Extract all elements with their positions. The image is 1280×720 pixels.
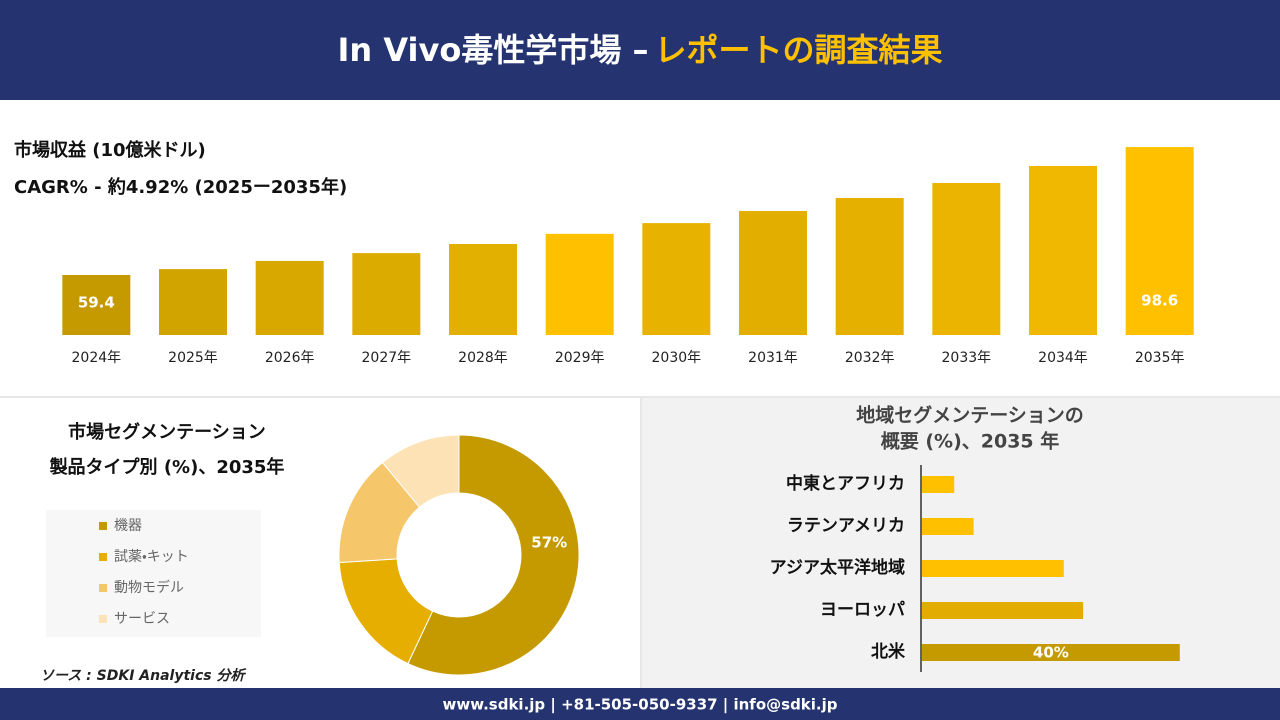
x-tick-label: 2032年 (845, 350, 895, 366)
legend-box (46, 510, 261, 637)
legend-label: 機器 (114, 518, 142, 534)
bar (932, 182, 1001, 335)
source-note: ソース : SDKI Analytics 分析 (40, 667, 247, 684)
x-tick-label: 2029年 (555, 350, 605, 366)
bar (1125, 147, 1194, 335)
legend-label: サービス (114, 611, 170, 627)
footer-contact: www.sdki.jp | +81-505-050-9337 | info@sd… (442, 696, 837, 715)
value-label: 57% (531, 534, 567, 552)
bar (922, 518, 974, 535)
header-title-main: In Vivo毒性学市場 – (337, 31, 648, 69)
donut-slice (381, 434, 460, 508)
legend-label: 試薬・キット (114, 549, 189, 565)
chart-title: 市場セグメンテーション (68, 421, 266, 443)
header-title-highlight: レポートの調査結果 (654, 31, 942, 69)
category-label: ヨーロッパ (820, 600, 905, 620)
bar (922, 476, 955, 493)
x-tick-label: 2035年 (1135, 350, 1185, 366)
category-label: アジア太平洋地域 (770, 557, 905, 578)
x-tick-label: 2034年 (1038, 350, 1088, 366)
footer-bar (0, 688, 1280, 720)
bar (352, 253, 421, 335)
bar (835, 197, 904, 335)
legend-swatch (99, 553, 107, 561)
x-tick-label: 2027年 (362, 350, 412, 366)
bar (159, 269, 227, 335)
chart-title: 概要 (%)、2035 年 (881, 430, 1060, 453)
chart-title: 地域セグメンテーションの (856, 404, 1084, 427)
category-label: 中東とアフリカ (786, 473, 905, 494)
chart-subtitle: CAGR% - 約4.92% (2025ー2035年) (14, 176, 347, 198)
bar (739, 211, 807, 335)
bar (922, 560, 1064, 577)
bar (922, 602, 1084, 619)
bar (545, 233, 614, 335)
value-label: 59.4 (78, 293, 115, 311)
bar (1029, 165, 1097, 335)
bar (62, 274, 131, 335)
x-tick-label: 2031年 (748, 350, 798, 366)
header-bar (0, 0, 1280, 100)
legend-swatch (99, 615, 107, 623)
x-tick-label: 2024年 (72, 350, 122, 366)
value-label: 98.6 (1141, 292, 1178, 310)
bar (642, 223, 711, 335)
legend-swatch (99, 522, 107, 530)
x-tick-label: 2030年 (652, 350, 702, 366)
category-label: 北米 (871, 641, 906, 662)
category-label: ラテンアメリカ (787, 516, 905, 536)
legend-label: 動物モデル (114, 579, 184, 596)
chart-title: 市場収益 (10億米ドル) (14, 139, 206, 161)
value-label: 40% (1033, 644, 1069, 662)
legend-swatch (99, 584, 107, 592)
chart-title: 製品タイプ別 (%)、2035年 (49, 456, 285, 478)
x-tick-label: 2028年 (458, 350, 508, 366)
donut-slice (407, 434, 580, 676)
bar (449, 243, 517, 335)
bar (255, 260, 324, 335)
header-title: In Vivo毒性学市場 – レポートの調査結果 (337, 31, 942, 69)
x-tick-label: 2026年 (265, 350, 315, 366)
bar (922, 644, 1180, 661)
x-tick-label: 2033年 (942, 350, 992, 366)
x-tick-label: 2025年 (168, 350, 218, 366)
right-panel (642, 398, 1280, 688)
